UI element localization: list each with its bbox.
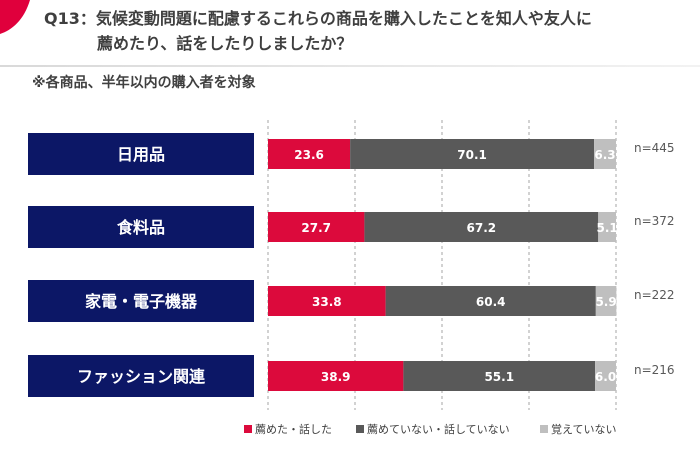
- bar-segment-1: [268, 361, 404, 391]
- data-label: 60.4: [476, 295, 506, 309]
- category-label: ファッション関連: [77, 367, 206, 386]
- category-label-box: [28, 206, 254, 248]
- data-label: 33.8: [312, 295, 342, 309]
- title-divider: [0, 65, 700, 67]
- data-label: 6.3: [594, 148, 615, 162]
- data-label: 5.9: [595, 295, 616, 309]
- category-label-box: [28, 280, 254, 322]
- data-label: 70.1: [457, 148, 487, 162]
- chart-rows: 日用品 23.6 70.1 6.3 n=445 食料品 27.7 67.2 5.1 n=372 家電…: [28, 133, 675, 397]
- sample-size-label: n=372: [634, 214, 675, 228]
- bar-segment-2: [364, 212, 599, 242]
- legend-label-3: 覚えていない: [551, 423, 616, 436]
- chart-legend: 薦めた・話した 薦めていない・話していない 覚えていない: [244, 422, 616, 436]
- bar-segment-2: [350, 139, 595, 169]
- data-label: 6.0: [595, 370, 616, 384]
- data-label: 23.6: [294, 148, 324, 162]
- data-label: 55.1: [484, 370, 514, 384]
- bar-segment-1: [268, 139, 351, 169]
- legend-swatch-1: [244, 425, 252, 433]
- data-label: 5.1: [596, 221, 617, 235]
- bar-segment-2: [385, 286, 596, 316]
- legend-label-1: 薦めた・話した: [255, 422, 332, 436]
- category-label-box: [28, 133, 254, 175]
- data-label: 27.7: [301, 221, 331, 235]
- bar-segment-3: [595, 361, 616, 391]
- subtitle-note: ※各商品、半年以内の購入者を対象: [32, 75, 256, 91]
- sample-size-label: n=445: [634, 141, 675, 155]
- bar-segment-3: [594, 139, 616, 169]
- data-label: 67.2: [467, 221, 497, 235]
- bar-segment-1: [268, 286, 386, 316]
- title-line-2: 薦めたり、話をしたりしましたか？: [97, 34, 353, 53]
- chart-row: 食料品 27.7 67.2 5.1 n=372: [28, 206, 675, 248]
- sample-size-label: n=222: [634, 288, 675, 302]
- legend-label-2: 薦めていない・話していない: [367, 422, 510, 436]
- corner-accent-shape: [0, 0, 30, 34]
- category-label: 食料品: [116, 218, 165, 237]
- bar-segment-3: [595, 286, 617, 316]
- chart-row: ファッション関連 38.9 55.1 6.0 n=216: [28, 355, 675, 397]
- legend-swatch-3: [540, 425, 548, 433]
- legend-swatch-2: [356, 425, 364, 433]
- category-label: 家電・電子機器: [85, 292, 198, 311]
- page-title: Q13：気候変動問題に配慮するこれらの商品を購入したことを知人や友人に 薦めたり…: [44, 6, 684, 56]
- bar-segment-3: [598, 212, 616, 242]
- category-label: 日用品: [117, 145, 165, 164]
- sample-size-label: n=216: [634, 363, 675, 377]
- chart-row: 家電・電子機器 33.8 60.4 5.9 n=222: [28, 280, 675, 322]
- data-label: 38.9: [321, 370, 351, 384]
- title-line-1: Q13：気候変動問題に配慮するこれらの商品を購入したことを知人や友人に: [44, 9, 592, 28]
- bar-segment-2: [403, 361, 596, 391]
- bar-segment-1: [268, 212, 365, 242]
- chart-row: 日用品 23.6 70.1 6.3 n=445: [28, 133, 675, 175]
- category-label-box: [28, 355, 254, 397]
